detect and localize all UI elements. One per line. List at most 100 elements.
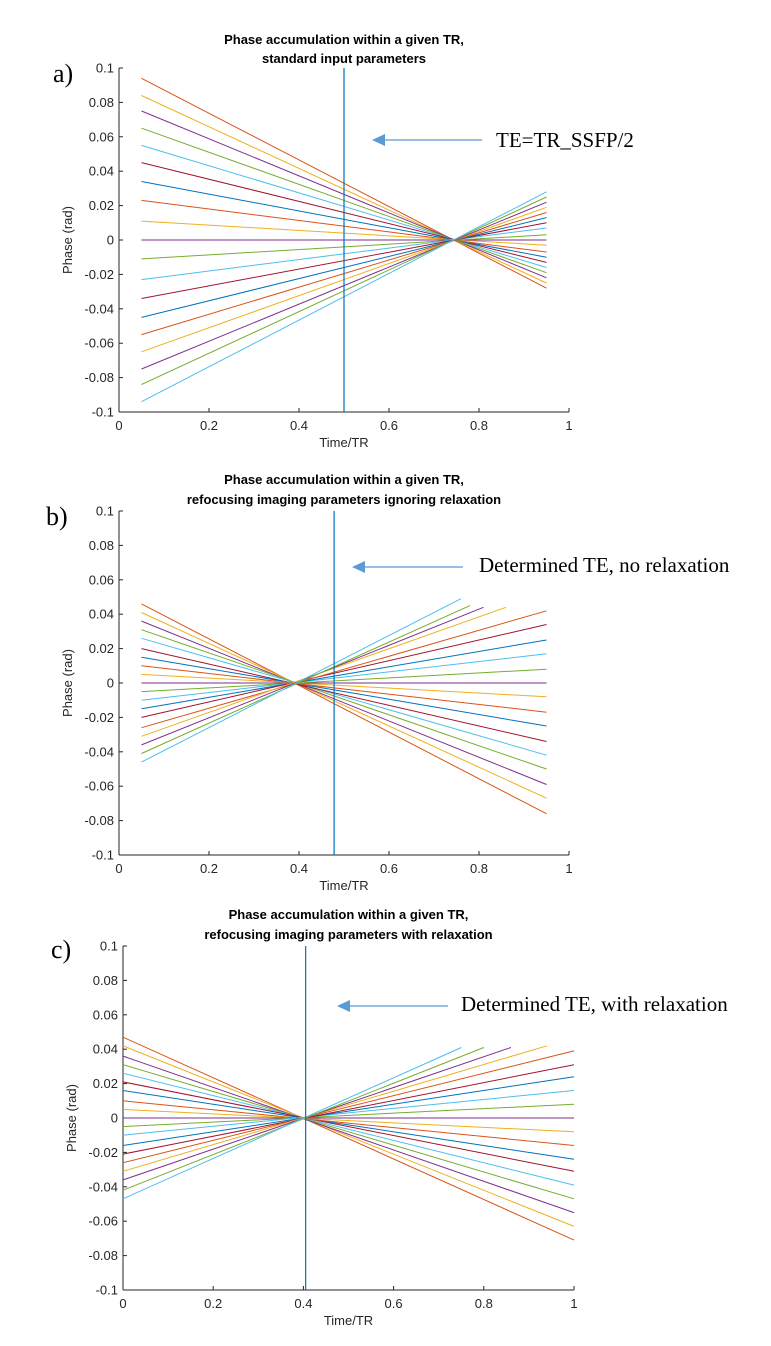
panel-a: a) Phase accumulation within a given TR, s… <box>53 32 634 450</box>
x-tick-label: 0.8 <box>475 1296 493 1311</box>
series-line <box>141 624 547 718</box>
series-line <box>141 605 471 754</box>
panel-label: a) <box>53 59 73 88</box>
y-axis-label: Phase (rad) <box>64 1084 79 1152</box>
series-line <box>141 673 547 698</box>
x-axis-label: Time/TR <box>319 878 368 893</box>
series-line <box>141 639 547 710</box>
y-tick-label: -0.06 <box>84 779 114 794</box>
y-tick-label: -0.04 <box>88 1179 118 1194</box>
panel-c: c) Phase accumulation within a given TR, r… <box>51 907 728 1328</box>
series-line <box>122 1036 575 1241</box>
annotation-arrow-head <box>372 134 385 146</box>
x-axis-label: Time/TR <box>324 1313 373 1328</box>
series-line <box>141 668 547 693</box>
y-tick-label: -0.08 <box>84 370 114 385</box>
y-tick-label: -0.1 <box>92 848 114 863</box>
x-tick-label: 0 <box>115 418 122 433</box>
y-axis-label: Phase (rad) <box>60 206 75 274</box>
series-line <box>141 620 547 785</box>
x-tick-label: 1 <box>565 861 572 876</box>
chart-title-line: Phase accumulation within a given TR, <box>229 907 469 922</box>
annotation-arrow-head <box>337 1000 350 1012</box>
series-line <box>122 1100 575 1146</box>
y-tick-label: 0.04 <box>89 164 114 179</box>
x-tick-label: 0.8 <box>470 418 488 433</box>
y-tick-label: 0.1 <box>96 61 114 76</box>
y-tick-label: 0.02 <box>89 198 114 213</box>
y-tick-label: 0.08 <box>89 95 114 110</box>
series-line <box>122 1045 548 1172</box>
panel-label: c) <box>51 935 71 964</box>
y-tick-label: -0.02 <box>88 1145 118 1160</box>
annotation-text: TE=TR_SSFP/2 <box>496 128 634 152</box>
series-line <box>122 1047 484 1191</box>
y-tick-label: 0 <box>107 233 114 248</box>
annotation-arrow-head <box>352 561 365 573</box>
series-line <box>141 637 547 756</box>
y-tick-label: 0.1 <box>100 939 118 954</box>
y-tick-label: -0.06 <box>84 336 114 351</box>
y-tick-label: -0.08 <box>84 813 114 828</box>
y-tick-label: 0.08 <box>89 538 114 553</box>
series-line <box>122 1055 575 1214</box>
x-axis-label: Time/TR <box>319 435 368 450</box>
x-tick-label: 0.4 <box>290 861 308 876</box>
y-tick-label: 0.04 <box>89 607 114 622</box>
series-line <box>141 656 547 727</box>
series-line <box>141 603 547 815</box>
series-line <box>122 1050 575 1164</box>
y-tick-label: 0.06 <box>93 1007 118 1022</box>
annotation-text: Determined TE, no relaxation <box>479 553 730 577</box>
series-line <box>122 1064 575 1155</box>
y-tick-label: 0.06 <box>89 129 114 144</box>
x-tick-label: 0.2 <box>200 418 218 433</box>
x-tick-label: 0.8 <box>470 861 488 876</box>
chart-title-line: standard input parameters <box>262 51 426 66</box>
y-tick-label: -0.04 <box>84 301 114 316</box>
y-tick-label: -0.1 <box>96 1283 118 1298</box>
chart-title-line: Phase accumulation within a given TR, <box>224 32 464 47</box>
y-tick-label: 0.06 <box>89 572 114 587</box>
y-tick-label: 0.02 <box>93 1076 118 1091</box>
chart-title-line: Phase accumulation within a given TR, <box>224 472 464 487</box>
y-tick-label: -0.02 <box>84 710 114 725</box>
y-tick-label: -0.02 <box>84 267 114 282</box>
x-tick-label: 0 <box>115 861 122 876</box>
series-line <box>122 1047 462 1200</box>
y-tick-label: -0.06 <box>88 1214 118 1229</box>
y-axis-label: Phase (rad) <box>60 649 75 717</box>
x-tick-label: 0.4 <box>290 418 308 433</box>
series-line <box>141 610 547 729</box>
y-tick-label: 0.04 <box>93 1042 118 1057</box>
series-line <box>122 1064 575 1200</box>
y-tick-label: 0 <box>107 676 114 691</box>
series-line <box>141 665 547 713</box>
y-tick-label: 0 <box>111 1111 118 1126</box>
series-line <box>141 648 547 742</box>
chart-title-line: refocusing imaging parameters with relax… <box>204 927 492 942</box>
series-line <box>122 1045 575 1227</box>
series-line <box>122 1090 575 1136</box>
x-tick-label: 0.2 <box>204 1296 222 1311</box>
series-line <box>122 1108 575 1133</box>
x-tick-label: 0.6 <box>380 861 398 876</box>
series-line <box>141 653 547 701</box>
series-line <box>122 1076 575 1146</box>
chart-title-line: refocusing imaging parameters ignoring r… <box>187 492 501 507</box>
x-tick-label: 1 <box>565 418 572 433</box>
y-tick-label: -0.08 <box>88 1248 118 1263</box>
series-line <box>141 612 547 799</box>
x-tick-label: 1 <box>570 1296 577 1311</box>
x-tick-label: 0.6 <box>385 1296 403 1311</box>
y-tick-label: 0.02 <box>89 641 114 656</box>
x-tick-label: 0 <box>119 1296 126 1311</box>
series-line <box>122 1090 575 1160</box>
y-tick-label: 0.08 <box>93 973 118 988</box>
y-tick-label: -0.04 <box>84 744 114 759</box>
y-tick-label: 0.1 <box>96 504 114 519</box>
panel-label: b) <box>46 502 68 531</box>
series-line <box>122 1072 575 1186</box>
x-tick-label: 0.2 <box>200 861 218 876</box>
